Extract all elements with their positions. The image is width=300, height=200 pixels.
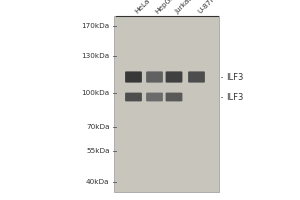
Text: ILF3: ILF3 xyxy=(226,72,244,82)
FancyBboxPatch shape xyxy=(166,93,182,101)
FancyBboxPatch shape xyxy=(146,71,163,83)
FancyBboxPatch shape xyxy=(188,71,205,83)
Text: HepG2: HepG2 xyxy=(154,0,176,15)
Text: 40kDa: 40kDa xyxy=(86,179,110,185)
FancyBboxPatch shape xyxy=(125,93,142,101)
Text: U-87MG: U-87MG xyxy=(196,0,221,15)
FancyBboxPatch shape xyxy=(146,93,163,101)
FancyBboxPatch shape xyxy=(166,71,182,83)
Text: 170kDa: 170kDa xyxy=(81,23,110,29)
Text: 100kDa: 100kDa xyxy=(81,90,110,96)
FancyBboxPatch shape xyxy=(125,71,142,83)
Text: ILF3: ILF3 xyxy=(226,92,244,102)
Text: 55kDa: 55kDa xyxy=(86,148,110,154)
Text: 70kDa: 70kDa xyxy=(86,124,110,130)
Text: Jurkat: Jurkat xyxy=(174,0,193,15)
Text: 130kDa: 130kDa xyxy=(81,53,110,59)
Bar xyxy=(114,16,219,192)
Text: HeLa: HeLa xyxy=(134,0,151,15)
